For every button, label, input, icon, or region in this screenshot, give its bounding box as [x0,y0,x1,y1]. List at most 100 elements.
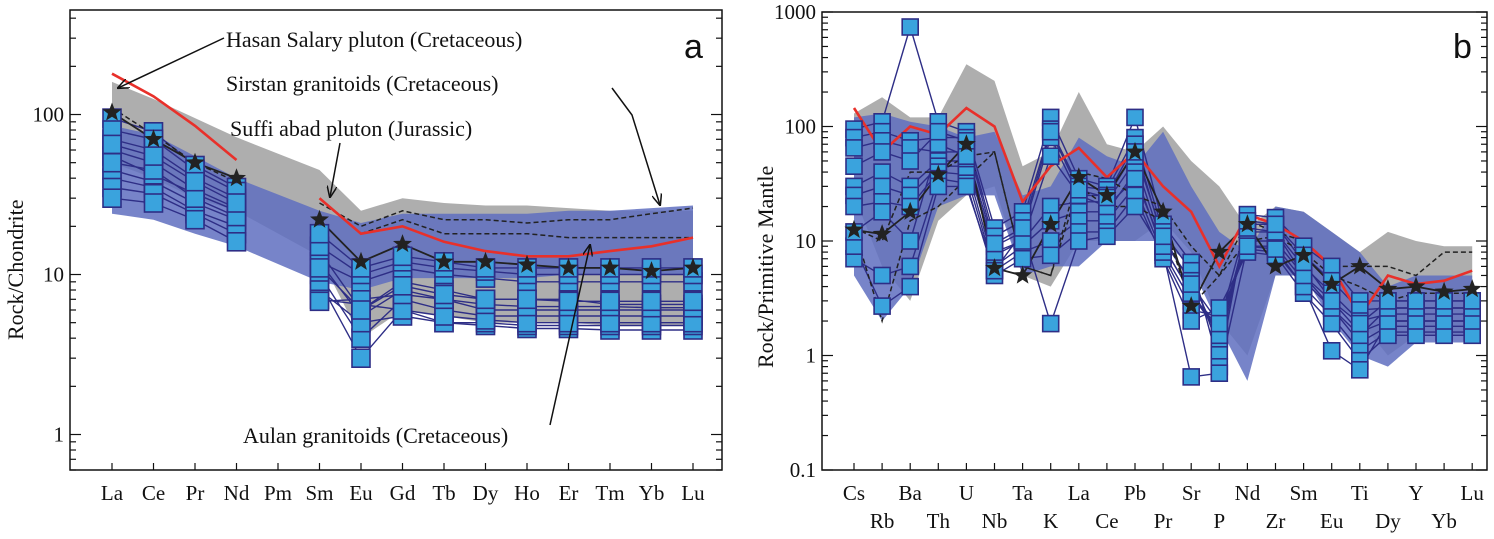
sample-point-b-8-10 [1126,169,1144,188]
sample-point-b-8-1 [873,203,891,221]
sample-point-b-7-14 [1238,237,1257,255]
star-point-b-8 [1069,167,1089,186]
sample-point-a-10-7 [392,275,413,296]
sample-point-b-4-1 [873,177,891,196]
x-tick-label-a-La: La [101,481,124,505]
sample-point-a-10-2 [185,171,205,192]
panel-a-axes: 1 10 100 La Ce Pr Nd Pm Sm Eu Gd Tb Dy Ho Er Tm Yb Lu [33,9,723,505]
sample-point-b-6-12 [1182,312,1200,330]
x-tick-label-b-Nb: Nb [982,509,1008,533]
annotation-hasan-salary: Hasan Salary pluton (Cretaceous) [226,27,522,52]
star-point-b-14 [1237,214,1257,233]
panel-a-sample-lines [111,117,693,360]
sample-point-b-9-19 [1379,292,1397,310]
star-point-b-9 [1097,185,1117,204]
sample-point-b-7-12 [1182,368,1200,386]
sample-point-b-8-4 [957,147,976,165]
panel-b-markers [844,18,1482,386]
sample-point-b-6-2 [901,257,920,276]
star-point-b-17 [1322,274,1342,293]
star-point-a-1 [144,129,163,148]
sample-point-a-10-8 [434,284,454,305]
x-tick-label-b-Nd: Nd [1235,481,1261,505]
sample-point-a-5-12 [600,312,620,333]
sample-point-b-7-15 [1266,240,1285,258]
dashed-line-2-a [360,218,693,239]
sample-point-b-9-22 [1463,292,1481,310]
sample-point-b-9-0 [845,157,863,175]
x-tick-label-b-Eu: Eu [1320,509,1344,533]
sample-point-b-9-5 [985,234,1004,253]
annotation-aulan: Aulan granitoids (Cretaceous) [243,423,508,448]
y-axis-label-a: Rock/Chondrite [3,199,28,340]
sample-line-a-8 [111,162,693,276]
x-tick-label-b-P: P [1213,509,1225,533]
sample-point-b-7-9 [1098,227,1116,246]
x-tick-label-b-Pr: Pr [1154,509,1173,533]
x-tick-label-a-Nd: Nd [224,481,250,505]
y-tick-label-a-0: 1 [54,423,65,447]
x-tick-label-b-Yb: Yb [1431,509,1457,533]
star-point-b-20 [1406,276,1426,295]
x-tick-label-a-Ce: Ce [142,481,165,505]
star-point-b-0 [844,219,864,238]
annotation-sirstan: Sirstan granitoids (Cretaceous) [226,71,499,96]
sample-point-b-9-17 [1322,292,1341,310]
sample-point-a-6-1 [143,193,164,213]
sample-point-a-10-6 [351,300,371,320]
sample-line-a-3 [111,169,693,360]
star-point-a-14 [683,257,703,276]
x-tick-label-a-Dy: Dy [473,481,499,505]
y-axis-label-b: Rock/Primitive Mantle [753,166,778,368]
x-tick-label-b-Pb: Pb [1124,481,1146,505]
sample-point-b-9-20 [1407,292,1425,310]
sample-point-b-7-10 [1126,197,1144,216]
star-point-b-21 [1434,281,1454,300]
sample-point-a-10-10 [517,289,537,310]
sample-point-b-7-1 [873,297,891,315]
x-tick-label-b-Cs: Cs [843,481,865,505]
sample-line-a-10 [111,143,693,311]
sample-point-b-9-1 [873,143,891,161]
star-point-a-6 [351,251,371,270]
sample-point-b-0-2 [901,18,920,36]
star-point-b-12 [1181,296,1201,315]
sample-point-a-6-5 [309,291,330,312]
star-point-a-0 [102,102,122,121]
x-tick-label-b-Ba: Ba [899,481,923,505]
sample-point-b-9-8 [1070,181,1088,199]
sample-point-b-9-15 [1266,215,1285,234]
x-tick-label-a-Pr: Pr [186,481,205,505]
sample-point-b-7-4 [957,177,976,196]
star-point-a-3 [227,168,246,187]
arrow-suffi-abad [330,142,341,197]
x-tick-label-a-Tm: Tm [595,481,624,505]
sample-point-b-0-10 [1126,108,1144,127]
annotation-suffi-abad: Suffi abad pluton (Jurassic) [230,116,472,141]
sample-point-a-9-7 [392,246,413,267]
sample-point-b-9-7 [1041,122,1060,141]
star-point-b-10 [1125,141,1145,160]
star-point-a-9 [476,251,495,270]
x-tick-label-a-Gd: Gd [390,481,416,505]
y-tick-label-b-2: 10 [795,229,816,253]
y-tick-label-a-1: 10 [43,263,64,287]
panel-a-markers [102,102,703,369]
sample-point-b-9-11 [1154,227,1172,246]
sample-point-a-6-0 [102,188,122,208]
x-tick-label-b-Rb: Rb [870,509,895,533]
red-line-b [852,106,1473,319]
y-tick-label-b-0: 0.1 [790,458,816,482]
sample-point-b-7-2 [901,277,920,296]
sample-point-b-6-13 [1210,299,1229,317]
star-point-b-13 [1209,242,1229,261]
sample-point-b-6-7 [1041,246,1060,265]
blue-field-b [854,113,1473,381]
star-series-line-a [111,111,694,273]
sample-point-a-5-10 [517,312,537,333]
sample-point-b-2-0 [845,139,863,157]
star-point-b-1 [872,224,892,243]
sample-point-a-9-5 [309,223,330,244]
star-point-b-2 [900,201,920,220]
